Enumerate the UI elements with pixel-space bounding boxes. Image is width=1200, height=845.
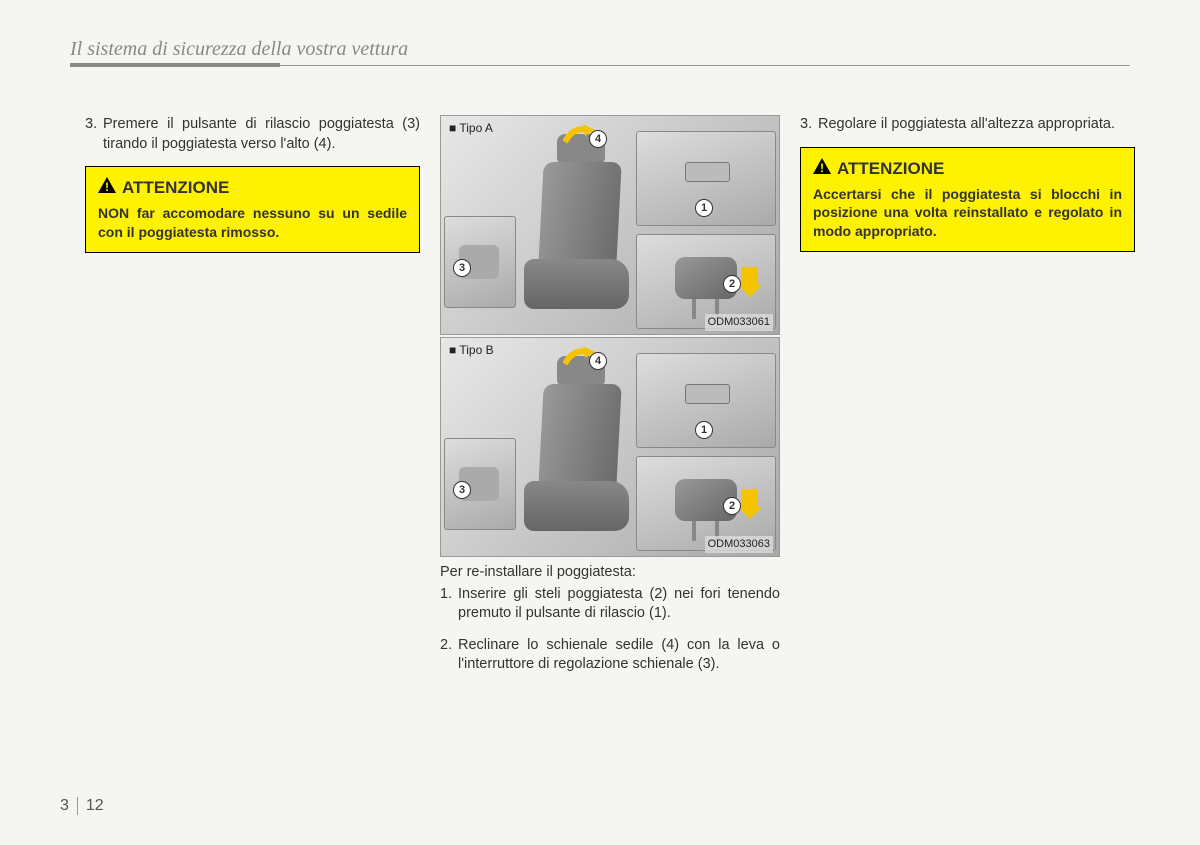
column-left: 3. Premere il pulsante di rilascio poggi… xyxy=(85,115,420,687)
mid-step-2: 2. Reclinare lo schienale sedile (4) con… xyxy=(440,636,780,675)
marker-3: 3 xyxy=(453,481,471,499)
callout-left: 3 xyxy=(444,438,516,530)
seat-cushion-shape xyxy=(524,481,629,531)
warning-box-left: ! ATTENZIONE NON far accomodare nessuno … xyxy=(85,166,420,253)
diagram-b-code: ODM033063 xyxy=(705,536,773,553)
marker-1: 1 xyxy=(695,421,713,439)
step-number: 2. xyxy=(440,636,458,675)
warning-header: ! ATTENZIONE xyxy=(98,177,407,200)
step-number: 1. xyxy=(440,585,458,624)
header-rule xyxy=(70,65,1130,66)
seat-back-shape xyxy=(538,162,622,267)
diagram-b-label: ■ Tipo B xyxy=(449,342,494,358)
button-shape xyxy=(685,384,730,404)
warning-box-right: ! ATTENZIONE Accertarsi che il poggiates… xyxy=(800,147,1135,253)
seat-illustration xyxy=(519,134,634,319)
step-number: 3. xyxy=(800,115,818,135)
chapter-title: Il sistema di sicurezza della vostra vet… xyxy=(70,38,1130,65)
callout-top-right: 1 xyxy=(636,131,776,226)
post-shape xyxy=(692,521,696,541)
page-header: Il sistema di sicurezza della vostra vet… xyxy=(70,38,1130,66)
down-arrow-icon xyxy=(742,489,758,509)
marker-1: 1 xyxy=(695,199,713,217)
content-area: 3. Premere il pulsante di rilascio poggi… xyxy=(85,115,1125,687)
svg-text:!: ! xyxy=(105,180,109,193)
diagram-a-label: ■ Tipo A xyxy=(449,120,493,136)
marker-2: 2 xyxy=(723,275,741,293)
button-shape xyxy=(685,162,730,182)
left-step-3: 3. Premere il pulsante di rilascio poggi… xyxy=(85,115,420,154)
warning-triangle-icon: ! xyxy=(813,158,831,181)
marker-4: 4 xyxy=(589,352,607,370)
diagram-a-code: ODM033061 xyxy=(705,314,773,331)
callout-top-right: 1 xyxy=(636,353,776,448)
marker-3: 3 xyxy=(453,259,471,277)
warning-body: NON far accomodare nessuno su un sedile … xyxy=(98,204,407,242)
marker-2: 2 xyxy=(723,497,741,515)
warning-header: ! ATTENZIONE xyxy=(813,158,1122,181)
chapter-number: 3 xyxy=(60,797,78,815)
seat-cushion-shape xyxy=(524,259,629,309)
warning-triangle-icon: ! xyxy=(98,177,116,200)
step-text: Premere il pulsante di rilascio poggiate… xyxy=(103,115,420,154)
callout-left: 3 xyxy=(444,216,516,308)
step-text: Reclinare lo schienale sedile (4) con la… xyxy=(458,636,780,675)
page-number: 12 xyxy=(78,797,104,815)
svg-text:!: ! xyxy=(820,161,824,174)
down-arrow-icon xyxy=(742,267,758,287)
seat-illustration xyxy=(519,356,634,541)
marker-4: 4 xyxy=(589,130,607,148)
mid-step-1: 1. Inserire gli steli poggiatesta (2) ne… xyxy=(440,585,780,624)
column-right: 3. Regolare il poggiatesta all'altezza a… xyxy=(800,115,1135,687)
column-middle: ■ Tipo A 4 1 2 3 xyxy=(440,115,780,687)
reinstall-intro: Per re-installare il poggiatesta: xyxy=(440,563,780,583)
diagram-type-b: ■ Tipo B 4 1 2 3 xyxy=(440,337,780,557)
warning-label: ATTENZIONE xyxy=(122,177,229,200)
page-footer: 3 12 xyxy=(60,797,104,815)
step-text: Inserire gli steli poggiatesta (2) nei f… xyxy=(458,585,780,624)
warning-label: ATTENZIONE xyxy=(837,158,944,181)
diagram-type-a: ■ Tipo A 4 1 2 3 xyxy=(440,115,780,335)
seat-back-shape xyxy=(538,384,622,489)
step-text: Regolare il poggiatesta all'altezza appr… xyxy=(818,115,1135,135)
step-number: 3. xyxy=(85,115,103,154)
right-step-3: 3. Regolare il poggiatesta all'altezza a… xyxy=(800,115,1135,135)
post-shape xyxy=(692,299,696,319)
warning-body: Accertarsi che il poggiatesta si blocchi… xyxy=(813,185,1122,242)
